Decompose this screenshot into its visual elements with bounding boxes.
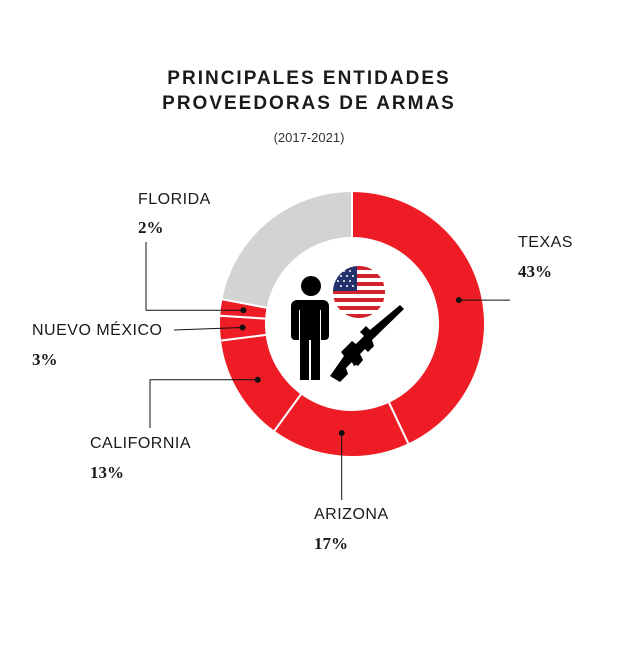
- value-california: 13%: [90, 463, 124, 482]
- label-texas: TEXAS: [518, 234, 573, 251]
- leader-dot-california: [254, 376, 261, 383]
- donut-slices: [218, 189, 486, 458]
- chart-subtitle: (2017-2021): [273, 130, 345, 145]
- label-california: CALIFORNIA: [90, 435, 192, 452]
- rifle-icon: [330, 305, 404, 382]
- leader-line-california: [149, 379, 258, 428]
- leader-line-florida: [145, 242, 244, 311]
- leader-dot-nuevo-mexico: [239, 324, 246, 331]
- person-icon: [291, 276, 329, 380]
- leader-dot-florida: [240, 307, 247, 314]
- slice-texas: [351, 189, 486, 446]
- value-florida: 2%: [138, 218, 164, 237]
- value-texas: 43%: [518, 262, 552, 281]
- label-nuevo-mexico: NUEVO MÉXICO: [32, 322, 163, 339]
- chart-title-line-2: PROVEEDORAS DE ARMAS: [162, 93, 456, 114]
- value-arizona: 17%: [314, 534, 348, 553]
- label-florida: FLORIDA: [138, 191, 211, 208]
- leader-dot-arizona: [338, 430, 345, 437]
- leader-dot-texas: [455, 297, 462, 304]
- usa-flag-icon: [333, 266, 385, 318]
- chart-title-line-1: PRINCIPALES ENTIDADES: [167, 68, 451, 89]
- value-nuevo-mexico: 3%: [32, 350, 58, 369]
- leader-line-nuevo-mexico: [173, 326, 243, 331]
- label-arizona: ARIZONA: [314, 506, 389, 523]
- slice-other: [220, 189, 353, 310]
- leader-lines: [145, 242, 510, 500]
